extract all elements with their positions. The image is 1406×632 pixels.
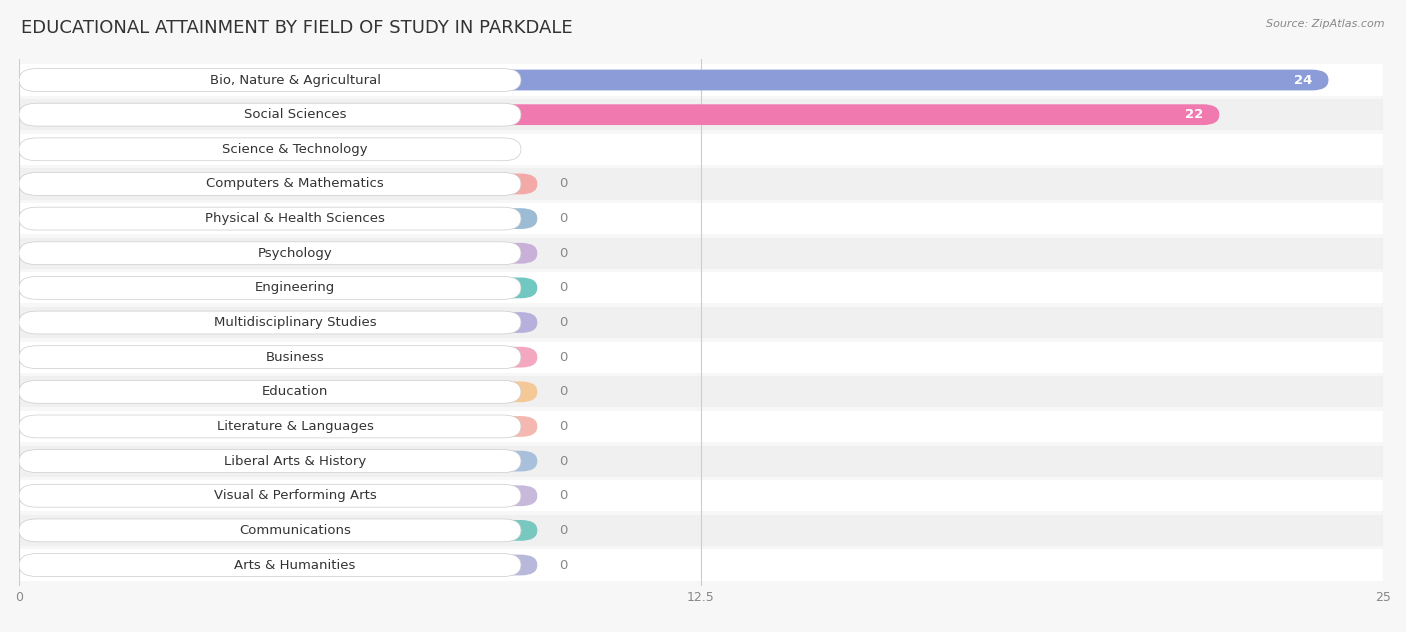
Text: Multidisciplinary Studies: Multidisciplinary Studies (214, 316, 377, 329)
FancyBboxPatch shape (20, 451, 537, 471)
Bar (20, 480, 1384, 511)
Text: EDUCATIONAL ATTAINMENT BY FIELD OF STUDY IN PARKDALE: EDUCATIONAL ATTAINMENT BY FIELD OF STUDY… (21, 19, 572, 37)
Bar (20, 307, 1384, 338)
Bar (20, 515, 1384, 546)
FancyBboxPatch shape (20, 554, 522, 576)
FancyBboxPatch shape (20, 242, 522, 265)
Bar (20, 376, 1384, 408)
FancyBboxPatch shape (20, 173, 522, 195)
Bar (20, 446, 1384, 477)
Bar (20, 238, 1384, 269)
Text: 0: 0 (560, 386, 568, 398)
Text: 0: 0 (560, 178, 568, 190)
FancyBboxPatch shape (20, 449, 522, 473)
Text: Bio, Nature & Agricultural: Bio, Nature & Agricultural (209, 73, 381, 87)
Text: Visual & Performing Arts: Visual & Performing Arts (214, 489, 377, 502)
FancyBboxPatch shape (20, 139, 510, 160)
FancyBboxPatch shape (20, 519, 522, 542)
Text: Source: ZipAtlas.com: Source: ZipAtlas.com (1267, 19, 1385, 29)
Text: 0: 0 (560, 212, 568, 225)
Bar (20, 64, 1384, 95)
FancyBboxPatch shape (20, 347, 537, 368)
FancyBboxPatch shape (20, 520, 537, 541)
FancyBboxPatch shape (20, 484, 522, 507)
FancyBboxPatch shape (20, 382, 537, 402)
Text: Liberal Arts & History: Liberal Arts & History (224, 454, 366, 468)
Bar (20, 549, 1384, 581)
FancyBboxPatch shape (20, 312, 537, 333)
Text: Social Sciences: Social Sciences (243, 108, 346, 121)
FancyBboxPatch shape (20, 277, 537, 298)
FancyBboxPatch shape (20, 208, 537, 229)
Text: 0: 0 (560, 454, 568, 468)
FancyBboxPatch shape (20, 103, 522, 126)
FancyBboxPatch shape (20, 174, 537, 195)
FancyBboxPatch shape (20, 276, 522, 300)
FancyBboxPatch shape (20, 346, 522, 368)
Text: Business: Business (266, 351, 325, 363)
FancyBboxPatch shape (20, 311, 522, 334)
Text: 0: 0 (560, 281, 568, 295)
FancyBboxPatch shape (20, 416, 537, 437)
Bar (20, 168, 1384, 200)
Text: Engineering: Engineering (254, 281, 335, 295)
FancyBboxPatch shape (20, 104, 1219, 125)
Bar (20, 341, 1384, 373)
Text: 0: 0 (560, 316, 568, 329)
Text: Psychology: Psychology (257, 246, 332, 260)
Bar (20, 272, 1384, 303)
FancyBboxPatch shape (20, 70, 1329, 90)
Bar (20, 134, 1384, 165)
Text: 22: 22 (1185, 108, 1204, 121)
FancyBboxPatch shape (20, 380, 522, 403)
Text: Education: Education (262, 386, 328, 398)
FancyBboxPatch shape (20, 69, 522, 92)
FancyBboxPatch shape (20, 555, 537, 575)
FancyBboxPatch shape (20, 207, 522, 230)
Bar (20, 99, 1384, 130)
FancyBboxPatch shape (20, 485, 537, 506)
Text: 0: 0 (560, 489, 568, 502)
Text: 0: 0 (560, 351, 568, 363)
Text: Arts & Humanities: Arts & Humanities (235, 559, 356, 571)
Bar (20, 203, 1384, 234)
Bar (20, 411, 1384, 442)
Text: 0: 0 (560, 246, 568, 260)
Text: 0: 0 (560, 524, 568, 537)
Text: 9: 9 (485, 143, 494, 156)
Text: Computers & Mathematics: Computers & Mathematics (207, 178, 384, 190)
FancyBboxPatch shape (20, 415, 522, 438)
Text: 0: 0 (560, 559, 568, 571)
Text: Literature & Languages: Literature & Languages (217, 420, 374, 433)
FancyBboxPatch shape (20, 138, 522, 161)
Text: 0: 0 (560, 420, 568, 433)
FancyBboxPatch shape (20, 243, 537, 264)
Text: Communications: Communications (239, 524, 352, 537)
Text: 24: 24 (1294, 73, 1312, 87)
Text: Physical & Health Sciences: Physical & Health Sciences (205, 212, 385, 225)
Text: Science & Technology: Science & Technology (222, 143, 368, 156)
